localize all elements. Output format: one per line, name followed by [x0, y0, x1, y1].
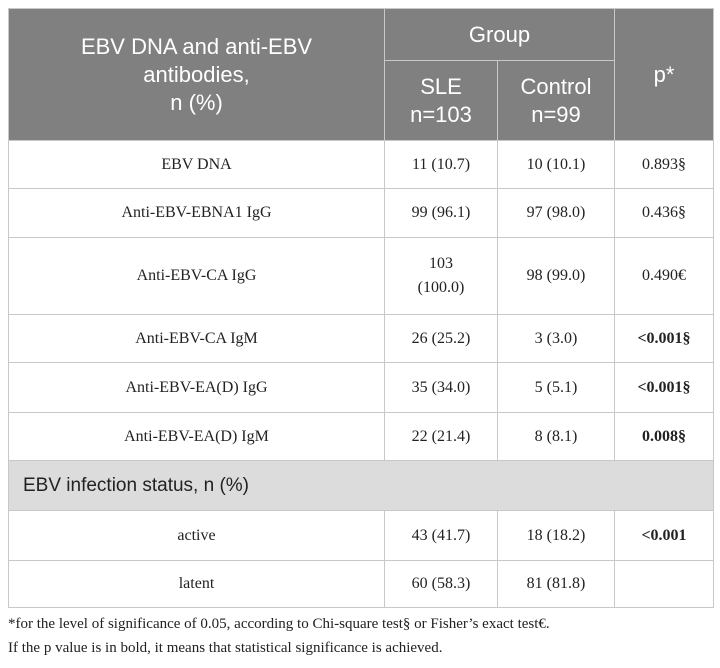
cell-control: 81 (81.8) — [497, 560, 615, 608]
row: Anti-EBV-CA IgM 26 (25.2) 3 (3.0) <0.001§ — [8, 314, 714, 363]
row: latent 60 (58.3) 81 (81.8) — [8, 560, 714, 608]
cell-control: 5 (5.1) — [497, 362, 615, 413]
cell-sle: 103 (100.0) — [384, 237, 498, 315]
cell-label: Anti-EBV-EA(D) IgM — [8, 412, 385, 461]
row: active 43 (41.7) 18 (18.2) <0.001 — [8, 510, 714, 561]
cell-p: 0.893§ — [614, 140, 714, 189]
cell-p: 0.490€ — [614, 237, 714, 315]
cell-sle: 11 (10.7) — [384, 140, 498, 189]
section-row: EBV infection status, n (%) — [8, 460, 714, 511]
cell-label: latent — [8, 560, 385, 608]
cell-label: Anti-EBV-EBNA1 IgG — [8, 188, 385, 238]
cell-p: <0.001§ — [614, 314, 714, 363]
row: Anti-EBV-CA IgG 103 (100.0) 98 (99.0) 0.490… — [8, 237, 714, 315]
cell-control: 10 (10.1) — [497, 140, 615, 189]
table: EBV DNA and anti-EBV antibodies, n (%) G… — [8, 8, 714, 608]
cell-sle: 26 (25.2) — [384, 314, 498, 363]
row: Anti-EBV-EA(D) IgG 35 (34.0) 5 (5.1) <0.001… — [8, 362, 714, 413]
row: Anti-EBV-EBNA1 IgG 99 (96.1) 97 (98.0) 0.43… — [8, 188, 714, 238]
section-label: EBV infection status, n (%) — [8, 460, 714, 511]
cell-sle: 99 (96.1) — [384, 188, 498, 238]
row: Anti-EBV-EA(D) IgM 22 (21.4) 8 (8.1) 0.008§ — [8, 412, 714, 461]
header-measure: EBV DNA and anti-EBV antibodies, n (%) — [8, 8, 385, 141]
header-group: Group — [384, 8, 615, 61]
cell-p — [614, 560, 714, 608]
cell-control: 98 (99.0) — [497, 237, 615, 315]
header-p: p* — [614, 8, 714, 141]
cell-sle: 22 (21.4) — [384, 412, 498, 461]
cell-p: <0.001§ — [614, 362, 714, 413]
cell-label: Anti-EBV-CA IgM — [8, 314, 385, 363]
cell-sle: 43 (41.7) — [384, 510, 498, 561]
header-control: Control n=99 — [497, 60, 615, 141]
cell-label: active — [8, 510, 385, 561]
cell-control: 8 (8.1) — [497, 412, 615, 461]
cell-control: 97 (98.0) — [497, 188, 615, 238]
table-body: EBV DNA 11 (10.7) 10 (10.1) 0.893§ Anti-EBV-… — [8, 140, 714, 608]
footnote: *for the level of significance of 0.05, … — [8, 616, 550, 656]
cell-label: EBV DNA — [8, 140, 385, 189]
table-wrap: EBV DNA and anti-EBV antibodies, n (%) G… — [8, 8, 714, 608]
cell-p: <0.001 — [614, 510, 714, 561]
cell-control: 3 (3.0) — [497, 314, 615, 363]
cell-label: Anti-EBV-CA IgG — [8, 237, 385, 315]
row: EBV DNA 11 (10.7) 10 (10.1) 0.893§ — [8, 140, 714, 189]
cell-p: 0.008§ — [614, 412, 714, 461]
cell-p: 0.436§ — [614, 188, 714, 238]
cell-sle: 35 (34.0) — [384, 362, 498, 413]
header-sle: SLE n=103 — [384, 60, 498, 141]
cell-sle: 60 (58.3) — [384, 560, 498, 608]
cell-label: Anti-EBV-EA(D) IgG — [8, 362, 385, 413]
cell-control: 18 (18.2) — [497, 510, 615, 561]
